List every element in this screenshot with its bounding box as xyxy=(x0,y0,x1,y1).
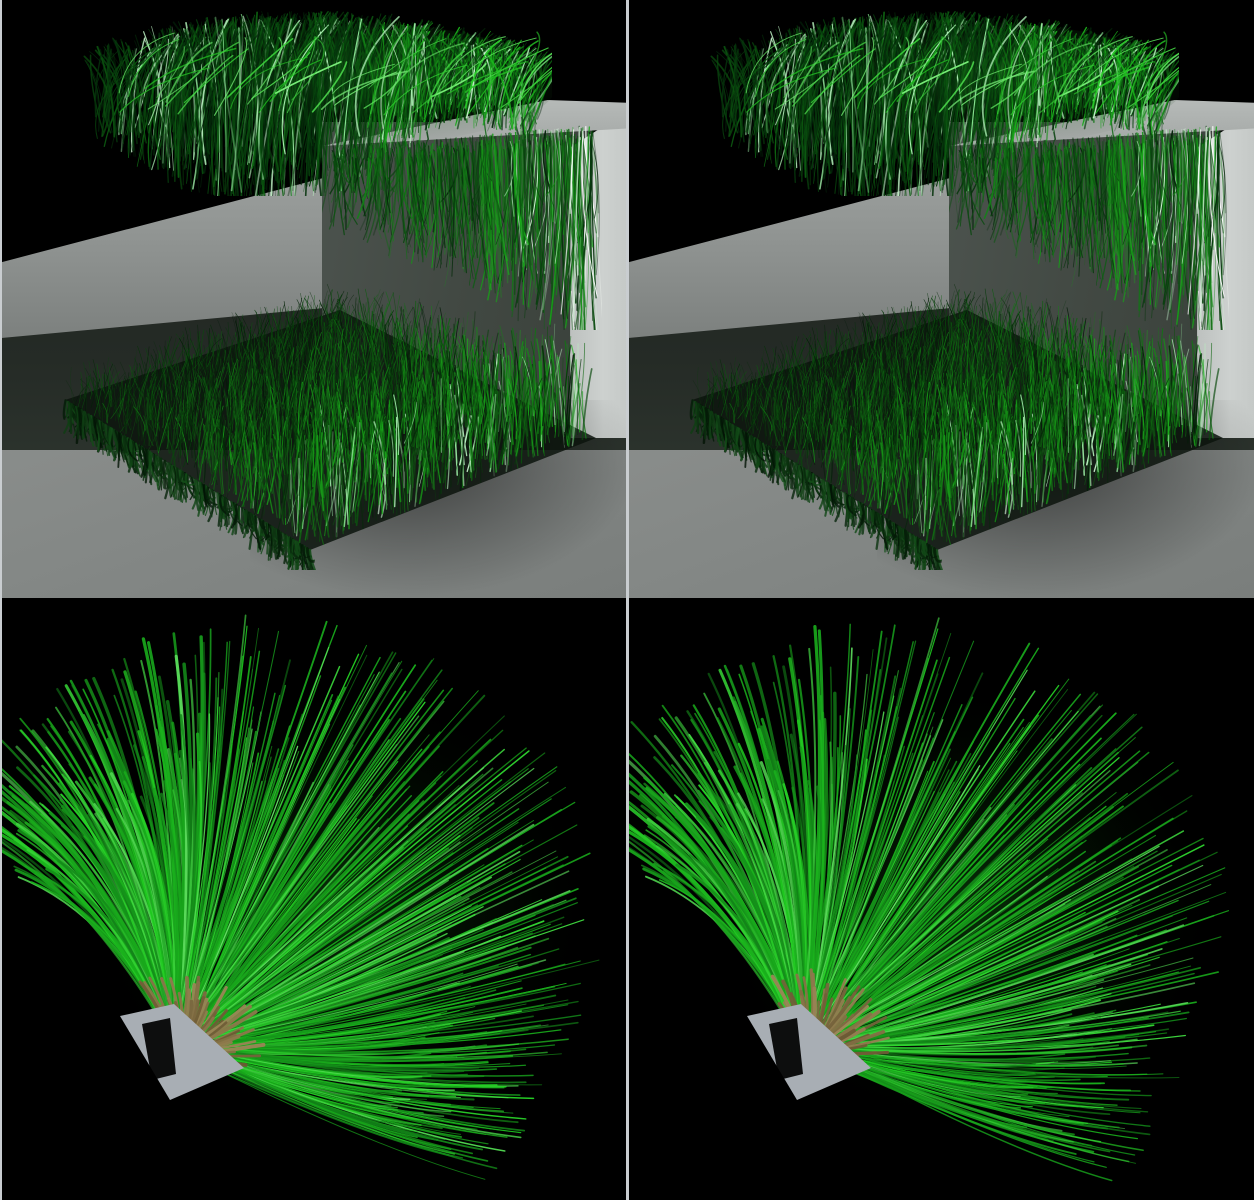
panel-top-right[interactable] xyxy=(627,0,1254,598)
tuft-base-plate xyxy=(112,996,244,1100)
grass-wall-fringe xyxy=(322,120,602,330)
tuft-base-plate xyxy=(739,996,871,1100)
grass-sod-patch xyxy=(637,250,1237,570)
grass-tuft-vertex xyxy=(0,598,627,1200)
divider-vertical-bottom xyxy=(626,598,629,1200)
divider-left-edge xyxy=(0,0,2,598)
divider-vertical-top xyxy=(626,0,629,598)
grass-sod-patch xyxy=(10,250,610,570)
grass-wall-fringe xyxy=(949,120,1229,330)
panel-top-left[interactable] xyxy=(0,0,627,598)
scene-ledge-pixel xyxy=(627,0,1254,598)
panel-bottom-left[interactable]: Vertex xyxy=(0,598,627,1200)
scene-ledge-vertex xyxy=(0,0,627,598)
panel-bottom-right[interactable]: Pixel xyxy=(627,598,1254,1200)
grass-tuft-pixel xyxy=(627,598,1254,1200)
divider-bottom-left-edge xyxy=(0,598,2,1200)
